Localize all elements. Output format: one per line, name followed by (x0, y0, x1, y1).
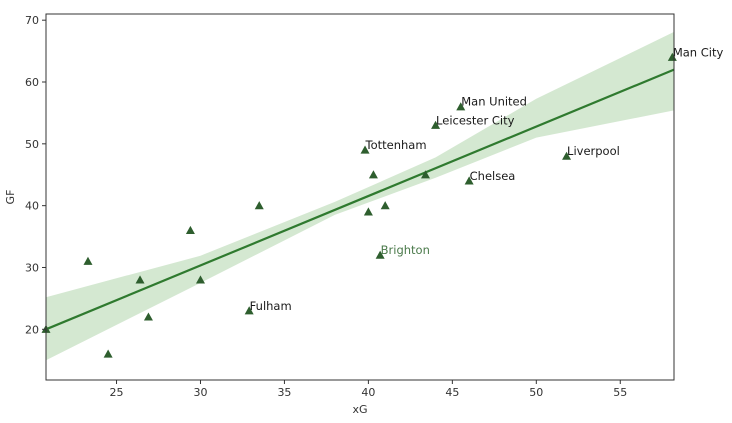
data-point (244, 306, 254, 315)
point-label: Man City (673, 45, 724, 59)
x-ticks: 25 30 35 40 45 50 55 (110, 380, 627, 399)
point-label: Leicester City (436, 113, 515, 127)
data-point (562, 151, 572, 160)
data-point (363, 207, 373, 216)
data-point (456, 102, 466, 111)
data-point (360, 145, 370, 154)
regression-line-layer (45, 68, 675, 331)
y-tick-label: 30 (25, 261, 39, 274)
confidence-band (46, 31, 674, 361)
point-labels-layer: Fulham Tottenham Brighton Leicester City Man… (250, 45, 724, 312)
points-layer (41, 52, 677, 358)
point-label: Chelsea (470, 169, 516, 183)
data-point (380, 201, 390, 210)
confidence-band-layer (46, 31, 674, 361)
plot-frame (45, 13, 675, 381)
y-tick-label: 40 (25, 200, 39, 213)
y-axis-label: GF (4, 190, 17, 205)
point-label: Brighton (381, 243, 430, 257)
data-point (143, 312, 153, 321)
point-label: Liverpool (567, 144, 620, 158)
data-point (368, 170, 378, 179)
y-ticks: 20 30 40 50 60 70 (25, 14, 46, 336)
data-point (83, 256, 93, 265)
point-label: Fulham (250, 299, 292, 313)
data-point (135, 275, 145, 284)
x-tick-label: 45 (445, 386, 459, 399)
x-tick-label: 25 (110, 386, 124, 399)
y-tick-label: 60 (25, 76, 39, 89)
data-point (254, 201, 264, 210)
data-point (375, 250, 385, 259)
y-tick-label: 20 (25, 323, 39, 336)
x-tick-label: 30 (193, 386, 207, 399)
y-tick-label: 50 (25, 138, 39, 151)
x-tick-label: 55 (613, 386, 627, 399)
data-point (195, 275, 205, 284)
x-tick-label: 40 (361, 386, 375, 399)
point-label: Tottenham (365, 138, 427, 152)
data-point (185, 225, 195, 234)
regression-line (45, 68, 675, 331)
data-point (103, 349, 113, 358)
data-point (464, 176, 474, 185)
y-tick-label: 70 (25, 14, 39, 27)
x-tick-label: 50 (529, 386, 543, 399)
data-point (431, 120, 441, 129)
point-label: Man United (461, 95, 527, 109)
x-axis-label: xG (352, 403, 367, 416)
x-tick-label: 35 (277, 386, 291, 399)
data-point (667, 52, 677, 61)
data-point (420, 170, 430, 179)
